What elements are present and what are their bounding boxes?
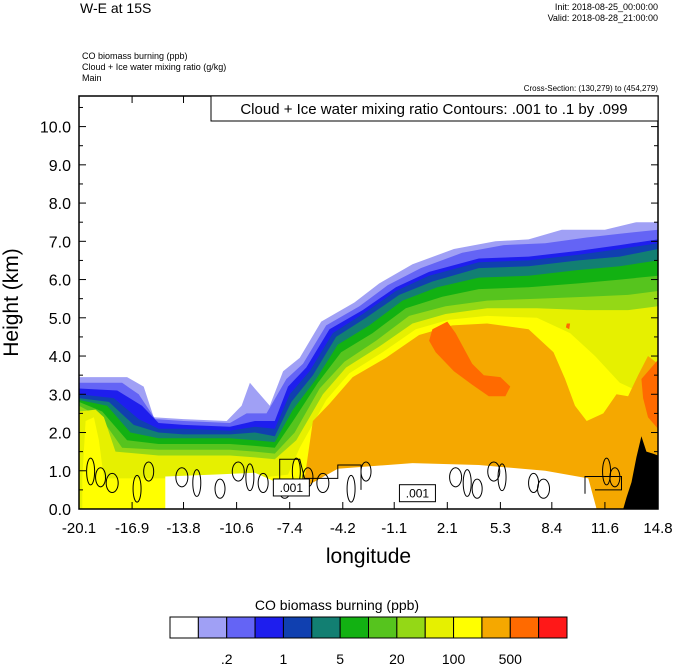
contour-info-label: Cloud + Ice water mixing ratio Contours:… (240, 101, 627, 118)
cloud-contour (316, 472, 330, 494)
x-tick-label: -16.9 (115, 520, 149, 537)
x-tick-label: 11.6 (591, 520, 619, 537)
cloud-contour (257, 472, 269, 494)
y-tick-label: 9.0 (49, 158, 71, 175)
x-tick-label: -20.1 (62, 520, 96, 537)
cloud-contour (487, 461, 501, 482)
contour-label-box (398, 484, 436, 503)
y-tick-label: 1.0 (49, 464, 71, 481)
chart-title: W-E at 15S (80, 0, 152, 16)
colorbar-title: CO biomass burning (ppb) (254, 597, 420, 613)
y-tick-label: 0.0 (49, 502, 71, 519)
y-tick-label: 2.0 (49, 426, 71, 443)
field-label-main: Main (82, 73, 102, 83)
colorbar-label: .2 (221, 651, 233, 667)
colorbar-swatch (197, 616, 228, 639)
colorbar-swatch (538, 616, 568, 639)
x-tick-label: 2.1 (437, 520, 458, 537)
contour-info-box (210, 95, 659, 122)
cloud-contour (86, 457, 96, 486)
init-time: Init: 2018-08-25_00:00:00 (554, 2, 658, 12)
y-tick-label: 3.0 (49, 387, 71, 404)
co-layer-12 (429, 321, 511, 397)
cloud-contour (537, 478, 551, 499)
colorbar-label: 500 (499, 651, 523, 667)
cloud-contour (471, 478, 483, 499)
colorbar-swatch (453, 616, 483, 639)
y-tick-label: 10.0 (40, 120, 71, 137)
cloud-contour (279, 458, 362, 494)
contour-value-label: .001 (280, 481, 304, 495)
colorbar-swatch (226, 616, 256, 639)
low-co-region (165, 463, 597, 509)
x-tick-label: -1.1 (381, 520, 407, 537)
contour-label-box (272, 478, 310, 497)
y-tick-label: 6.0 (49, 273, 71, 290)
colorbar-swatch (282, 616, 313, 639)
x-axis-label: longitude (326, 545, 411, 568)
co-layer-11 (304, 323, 658, 509)
colorbar: .2 1 5 20 100 500 (169, 616, 568, 667)
cloud-contour (609, 467, 621, 488)
co-layer-14 (565, 323, 571, 330)
x-tick-label: -10.6 (220, 520, 254, 537)
cloud-contours: .001 .001 (86, 457, 622, 503)
colorbar-swatch (339, 616, 369, 639)
valid-time: Valid: 2018-08-28_21:00:00 (547, 13, 658, 23)
colorbar-swatch (481, 616, 511, 639)
x-tick-label: 5.3 (490, 520, 511, 537)
cloud-contour (95, 467, 107, 488)
cloud-contour (231, 461, 245, 482)
co-layer-13 (641, 359, 658, 429)
cloud-contour (214, 478, 226, 499)
colorbar-swatch (169, 616, 199, 639)
cloud-contour (192, 469, 202, 497)
colorbar-swatch (311, 616, 341, 639)
cloud-contour (462, 469, 472, 497)
y-tick-label: 5.0 (49, 311, 71, 328)
colorbar-swatch (424, 616, 455, 639)
x-tick-label: -4.2 (330, 520, 356, 537)
cloud-contour (584, 476, 622, 494)
colorbar-label: 1 (280, 651, 288, 667)
y-axis-label: Height (km) (0, 248, 23, 357)
y-tick-label: 8.0 (49, 196, 71, 213)
colorbar-swatch (396, 616, 426, 639)
field-label-cloud: Cloud + Ice water mixing ratio (g/kg) (82, 62, 227, 72)
cloud-contour (143, 461, 155, 482)
y-tick-label: 4.0 (49, 349, 71, 366)
x-tick-label: -13.8 (166, 520, 200, 537)
axes: 0.0 1.0 2.0 3.0 4.0 5.0 6.0 7.0 8.0 9.0 10.0 -20.1 -… (0, 95, 673, 568)
x-tick-label: 14.8 (643, 520, 672, 537)
cloud-contour (245, 463, 255, 492)
co-fill-layers (79, 222, 658, 509)
x-tick-label: 8.4 (541, 520, 562, 537)
cloud-contour (449, 467, 463, 488)
cloud-contour (105, 472, 119, 494)
y-tick-label: 7.0 (49, 234, 71, 251)
colorbar-label: 5 (336, 651, 344, 667)
cloud-contour (175, 467, 189, 488)
contour-value-label: .001 (406, 487, 430, 501)
cloud-contour (497, 463, 507, 492)
colorbar-label: 100 (442, 651, 466, 667)
x-tick-label: -7.4 (277, 520, 303, 537)
colorbar-swatch (368, 616, 398, 639)
terrain (623, 436, 658, 509)
field-label-co: CO biomass burning (ppb) (82, 51, 188, 61)
cloud-contour (132, 474, 142, 503)
colorbar-swatch (509, 616, 540, 639)
colorbar-label: 20 (389, 651, 405, 667)
cross-section-label: Cross-Section: (130,279) to (454,279) (523, 84, 658, 93)
colorbar-swatch (254, 616, 284, 639)
cloud-contour (346, 474, 356, 503)
